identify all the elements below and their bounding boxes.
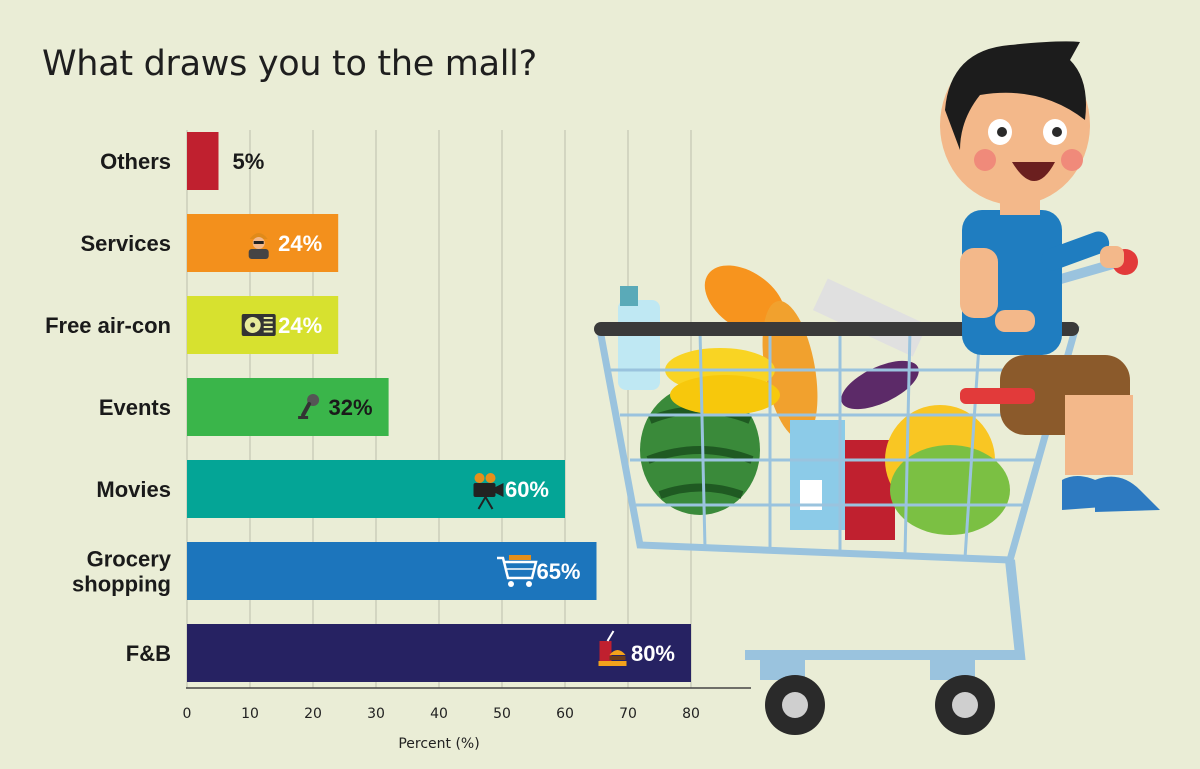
value-label: 24% (278, 231, 322, 256)
x-tick-label: 50 (493, 706, 511, 722)
x-tick-label: 40 (430, 706, 448, 722)
category-label: Services (80, 231, 171, 256)
category-label-line: Services (80, 231, 171, 256)
category-label-line: Events (99, 395, 171, 420)
category-label: Free air-con (45, 313, 171, 338)
x-tick-label: 20 (304, 706, 322, 722)
x-tick-label: 0 (183, 706, 192, 722)
shopping-cart-icon (497, 555, 538, 587)
value-label: 24% (278, 313, 322, 338)
bar (187, 542, 597, 600)
category-label-line: Free air-con (45, 313, 171, 338)
category-label: Events (99, 395, 171, 420)
category-label-line: shopping (72, 572, 171, 597)
chart-title: What draws you to the mall? (42, 44, 537, 84)
x-tick-label: 70 (619, 706, 637, 722)
movie-camera-icon (473, 473, 504, 510)
category-label-line: Others (100, 149, 171, 174)
category-label-line: Movies (96, 477, 171, 502)
value-label: 80% (631, 641, 675, 666)
category-label-line: F&B (126, 641, 171, 666)
x-axis: 0 10 20 30 40 50 60 70 80 Percent (%) (183, 687, 751, 752)
x-tick-label: 10 (241, 706, 259, 722)
category-label: F&B (126, 641, 171, 666)
category-label: Movies (96, 477, 171, 502)
category-label-line: Grocery (87, 547, 172, 572)
x-tick-label: 80 (682, 706, 700, 722)
air-conditioner-icon (241, 314, 276, 336)
value-label: 5% (233, 149, 265, 174)
bars: Others 5% Services 24% Free air-con 24% Events… (45, 132, 691, 682)
x-axis-title: Percent (%) (398, 736, 479, 752)
fast-food-icon (598, 630, 627, 666)
value-label: 60% (505, 477, 549, 502)
boy-in-shopping-cart-illustration (594, 41, 1160, 735)
category-label: Grocery shopping (72, 547, 172, 597)
x-tick-label: 30 (367, 706, 385, 722)
category-label: Others (100, 149, 171, 174)
x-tick-label: 60 (556, 706, 574, 722)
value-label: 65% (536, 559, 580, 584)
worker-icon (248, 233, 269, 259)
value-label: 32% (329, 395, 373, 420)
microphone-icon (298, 394, 320, 419)
bar (187, 132, 219, 190)
bar (187, 378, 389, 436)
